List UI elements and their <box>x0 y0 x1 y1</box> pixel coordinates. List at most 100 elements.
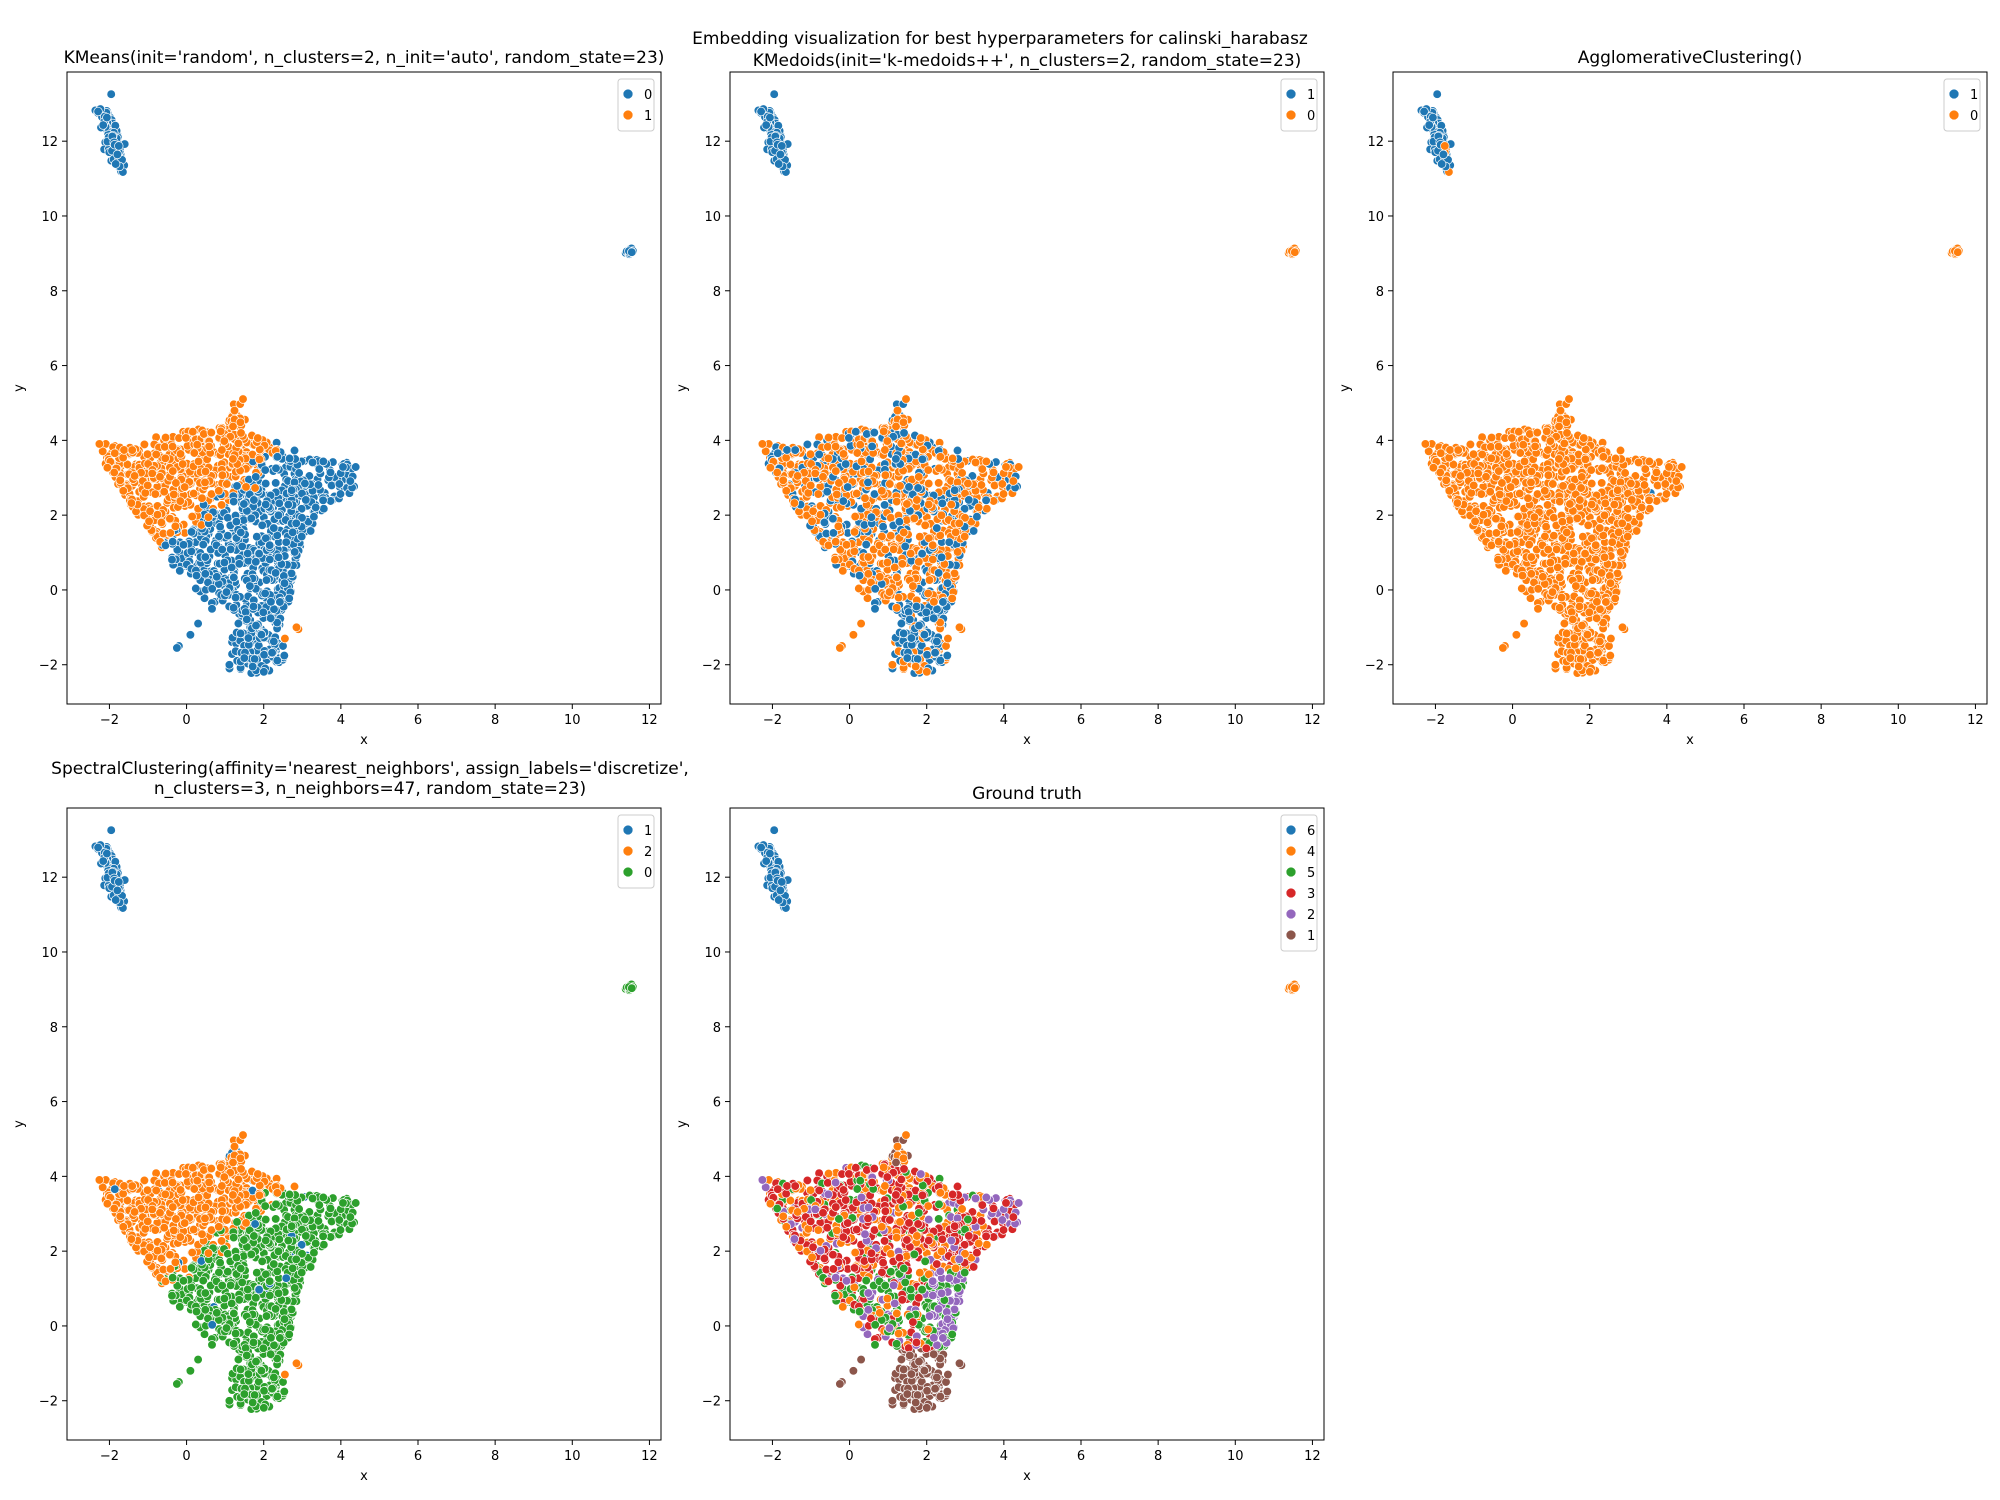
data-point <box>852 448 862 458</box>
data-point <box>1554 454 1564 464</box>
data-point <box>877 486 887 496</box>
data-point <box>288 527 298 537</box>
axes-frame <box>66 71 662 705</box>
data-point <box>266 597 276 607</box>
data-point <box>849 527 860 537</box>
data-point <box>757 439 768 449</box>
data-point <box>1543 544 1553 555</box>
data-point <box>982 504 992 514</box>
data-point <box>243 548 253 559</box>
data-point <box>841 540 852 550</box>
data-point <box>170 521 181 531</box>
data-point <box>1587 575 1598 585</box>
data-point <box>899 527 909 538</box>
y-tick-label: −2 <box>702 659 721 674</box>
data-point <box>1554 421 1564 432</box>
data-point <box>1420 439 1431 449</box>
data-point <box>242 614 252 625</box>
data-point <box>854 570 865 581</box>
data-point <box>831 466 841 476</box>
y-tick-label: 4 <box>1376 434 1384 449</box>
data-point <box>291 518 301 528</box>
x-tick-label: 2 <box>923 713 931 728</box>
data-point <box>189 448 199 458</box>
data-point <box>781 453 791 463</box>
data-point <box>1494 537 1504 547</box>
data-point <box>861 539 871 550</box>
data-point <box>261 499 271 510</box>
data-point <box>167 555 177 565</box>
data-point <box>1640 464 1650 474</box>
data-point <box>1551 544 1562 554</box>
data-point <box>1481 472 1491 482</box>
data-point <box>274 498 284 508</box>
data-point <box>1524 539 1534 550</box>
data-point <box>892 496 902 507</box>
data-point <box>246 513 256 523</box>
data-point <box>126 498 137 508</box>
data-point <box>947 453 958 464</box>
scatter-points <box>90 825 638 1414</box>
data-point <box>838 496 848 506</box>
data-point <box>237 541 247 552</box>
data-point <box>165 514 175 524</box>
data-point <box>106 89 116 99</box>
y-tick-label: 4 <box>50 434 58 449</box>
data-point <box>155 472 165 482</box>
data-point <box>110 448 120 458</box>
data-point <box>921 607 931 617</box>
data-point <box>773 448 783 458</box>
data-point <box>1542 500 1553 510</box>
data-point <box>938 597 948 607</box>
subplot-1: KMeans(init='random', n_clusters=2, n_in… <box>12 48 664 748</box>
x-tick-label: −2 <box>1426 713 1445 728</box>
data-point <box>232 481 242 491</box>
data-point <box>239 653 249 663</box>
data-point <box>888 544 899 554</box>
data-point <box>1586 588 1596 599</box>
data-point <box>855 440 865 450</box>
y-axis-label: y <box>12 384 27 392</box>
data-point <box>822 487 832 497</box>
data-point <box>875 572 885 582</box>
data-point <box>915 532 925 542</box>
data-point <box>1660 479 1670 489</box>
data-point <box>919 630 930 640</box>
data-point <box>944 537 954 547</box>
data-point <box>160 453 170 463</box>
data-point <box>207 584 217 594</box>
scatter-points <box>90 89 638 678</box>
data-point <box>265 540 275 550</box>
y-tick-label: 8 <box>1376 285 1384 300</box>
data-point <box>252 532 262 542</box>
data-point <box>311 502 321 513</box>
data-point <box>924 499 934 510</box>
data-point <box>823 432 834 443</box>
data-point <box>1419 106 1429 117</box>
data-point <box>1542 426 1552 436</box>
y-tick-label: 8 <box>713 285 721 300</box>
data-point <box>215 522 225 532</box>
data-point <box>265 554 275 565</box>
y-tick-label: 4 <box>713 434 721 449</box>
data-point <box>1614 527 1624 537</box>
data-point <box>896 618 907 629</box>
data-point <box>833 521 844 531</box>
data-point <box>972 512 982 522</box>
data-point <box>946 499 956 510</box>
data-point <box>193 618 203 629</box>
data-point <box>260 465 270 475</box>
data-point <box>1585 667 1595 677</box>
data-point <box>916 433 926 443</box>
data-point <box>200 552 210 562</box>
data-point <box>178 459 188 469</box>
data-point <box>289 445 300 456</box>
data-point <box>863 569 873 579</box>
data-point <box>1525 429 1535 439</box>
data-point <box>280 633 290 644</box>
data-point <box>942 578 953 588</box>
data-point <box>1595 523 1605 533</box>
legend-label: 1 <box>644 109 652 124</box>
data-point <box>960 531 970 542</box>
data-point <box>894 517 905 527</box>
